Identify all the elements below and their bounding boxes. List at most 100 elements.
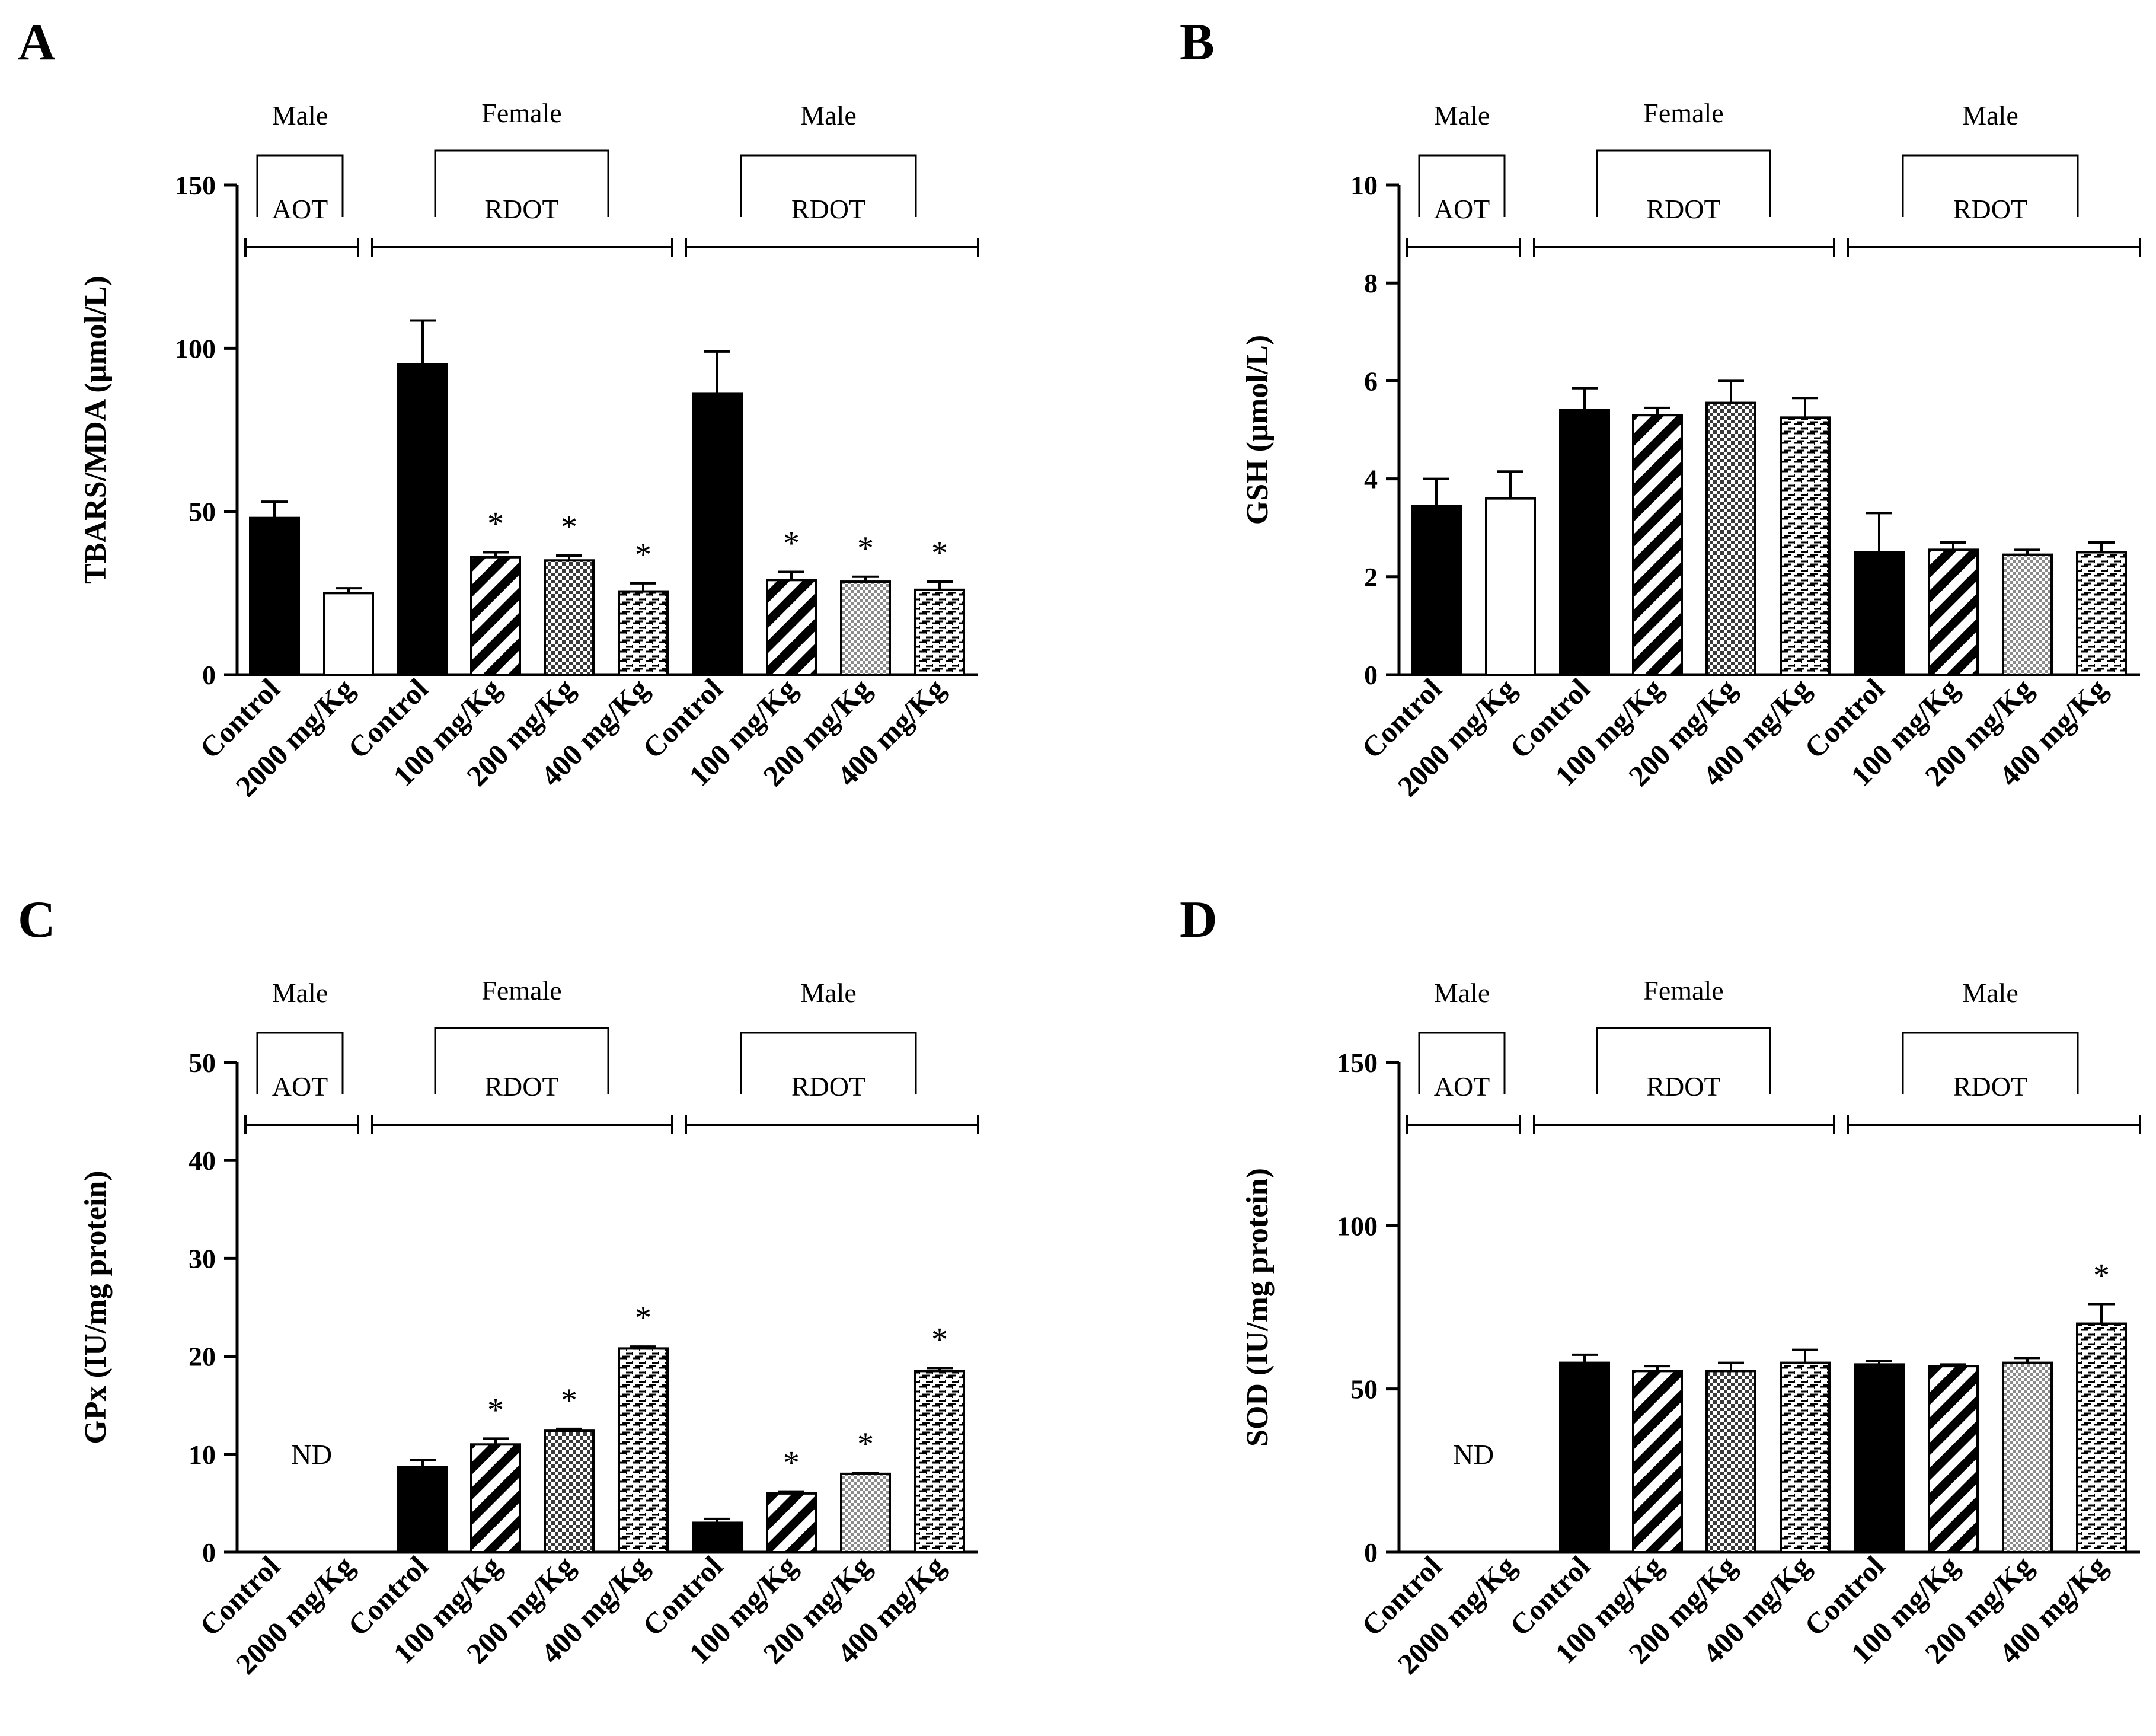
group-test-label: RDOT	[484, 194, 558, 224]
y-tick-label: 50	[189, 497, 216, 527]
bar	[1780, 416, 1831, 676]
significance-star: *	[635, 1300, 651, 1336]
bar	[692, 1521, 743, 1553]
y-tick-label: 30	[189, 1243, 216, 1274]
bar	[544, 1429, 595, 1553]
bar	[1632, 1370, 1683, 1553]
bar	[1780, 1361, 1831, 1553]
group-box	[740, 1032, 917, 1094]
panel-a: A 0 50 100 150 TBARS/MDA (µmol/L) Male AOT Femal…	[18, 14, 979, 803]
y-tick-label: 4	[1364, 464, 1378, 494]
bar	[1485, 497, 1536, 676]
group-box	[1902, 1032, 2079, 1094]
bar	[1705, 401, 1756, 676]
group-box	[434, 1027, 609, 1094]
group-test-label: AOT	[272, 194, 328, 224]
panel-letter: B	[1180, 14, 1215, 71]
y-axis-label: SOD (IU/mg protein)	[1241, 1168, 1275, 1447]
significance-star: *	[931, 1321, 948, 1358]
bar	[1854, 1363, 1905, 1553]
y-tick-label: 100	[175, 333, 216, 363]
significance-star: *	[857, 530, 874, 567]
bar	[840, 1472, 891, 1554]
group-sex-label: Male	[1434, 978, 1490, 1008]
significance-star: *	[931, 535, 948, 572]
bar	[766, 579, 817, 676]
bar	[766, 1492, 817, 1554]
group-sex-label: Male	[800, 978, 857, 1008]
bar	[1411, 505, 1462, 676]
y-tick-label: 6	[1364, 366, 1378, 396]
bar	[2002, 1361, 2053, 1553]
group-sex-label: Male	[272, 100, 328, 130]
y-tick-label: 2	[1364, 562, 1378, 592]
bar	[1705, 1370, 1756, 1553]
significance-star: *	[2093, 1257, 2110, 1294]
group-sex-label: Male	[1962, 100, 2018, 130]
y-tick-label: 0	[202, 660, 216, 690]
significance-star: *	[857, 1426, 874, 1463]
group-sex-label: Female	[481, 98, 561, 128]
group-test-label: AOT	[272, 1071, 328, 1102]
nd-label: ND	[291, 1439, 332, 1470]
group-sex-label: Male	[272, 978, 328, 1008]
panel-d: D 0 50 100 150 SOD (IU/mg protein) Male AOT Fema…	[1180, 891, 2141, 1680]
group-sex-label: Male	[800, 100, 857, 130]
group-test-label: RDOT	[1646, 194, 1720, 224]
group-test-label: RDOT	[1953, 1071, 2027, 1102]
y-tick-label: 10	[189, 1440, 216, 1470]
nd-label: ND	[1453, 1439, 1494, 1470]
group-box	[1418, 1032, 1506, 1094]
group-box	[1596, 1027, 1771, 1094]
bar	[2076, 551, 2127, 676]
panel-b: B 0 2 4 6 8 10 GSH (µmol/L) Male AOT Female RDOT Mal…	[1180, 14, 2141, 803]
significance-star: *	[487, 506, 504, 542]
y-tick-label: 50	[1350, 1374, 1378, 1405]
group-sex-label: Male	[1434, 100, 1490, 130]
bar	[692, 392, 743, 676]
group-test-label: RDOT	[791, 194, 865, 224]
bar	[2076, 1322, 2127, 1553]
y-axis-label: GPx (IU/mg protein)	[79, 1170, 113, 1444]
group-box	[1902, 154, 2079, 217]
bar	[397, 1466, 448, 1553]
group-test-label: RDOT	[484, 1071, 558, 1102]
panel-c: C 0 10 20 30 40 50 GPx (IU/mg protein) Male AOT Fe…	[18, 891, 979, 1680]
significance-star: *	[561, 1382, 577, 1419]
bar	[1854, 551, 1905, 676]
group-box	[256, 154, 344, 217]
group-test-label: RDOT	[791, 1071, 865, 1102]
bar	[840, 580, 891, 676]
y-tick-label: 150	[1337, 1048, 1378, 1078]
y-tick-label: 20	[189, 1342, 216, 1372]
bar	[470, 1443, 521, 1554]
panel-letter: C	[18, 891, 56, 949]
y-tick-label: 0	[1364, 660, 1378, 690]
y-tick-label: 10	[1350, 170, 1378, 200]
significance-star: *	[635, 537, 651, 573]
bar	[914, 588, 965, 676]
significance-star: *	[487, 1392, 504, 1428]
bar	[249, 516, 300, 676]
y-tick-label: 150	[175, 170, 216, 200]
bar	[544, 559, 595, 676]
group-test-label: RDOT	[1646, 1071, 1720, 1102]
y-tick-label: 0	[1364, 1537, 1378, 1568]
bar	[323, 592, 374, 676]
bar	[914, 1370, 965, 1553]
group-test-label: AOT	[1434, 1071, 1490, 1102]
bar	[1559, 409, 1610, 676]
bar	[618, 590, 669, 676]
y-tick-label: 50	[189, 1048, 216, 1078]
bar	[2002, 553, 2053, 676]
bar	[1928, 548, 1979, 676]
bar	[1632, 414, 1683, 676]
y-tick-label: 40	[189, 1145, 216, 1176]
significance-star: *	[783, 525, 800, 562]
group-box	[740, 154, 917, 217]
significance-star: *	[561, 509, 577, 545]
group-sex-label: Female	[1643, 975, 1723, 1006]
significance-star: *	[783, 1445, 800, 1482]
y-axis-label: TBARS/MDA (µmol/L)	[79, 276, 113, 584]
